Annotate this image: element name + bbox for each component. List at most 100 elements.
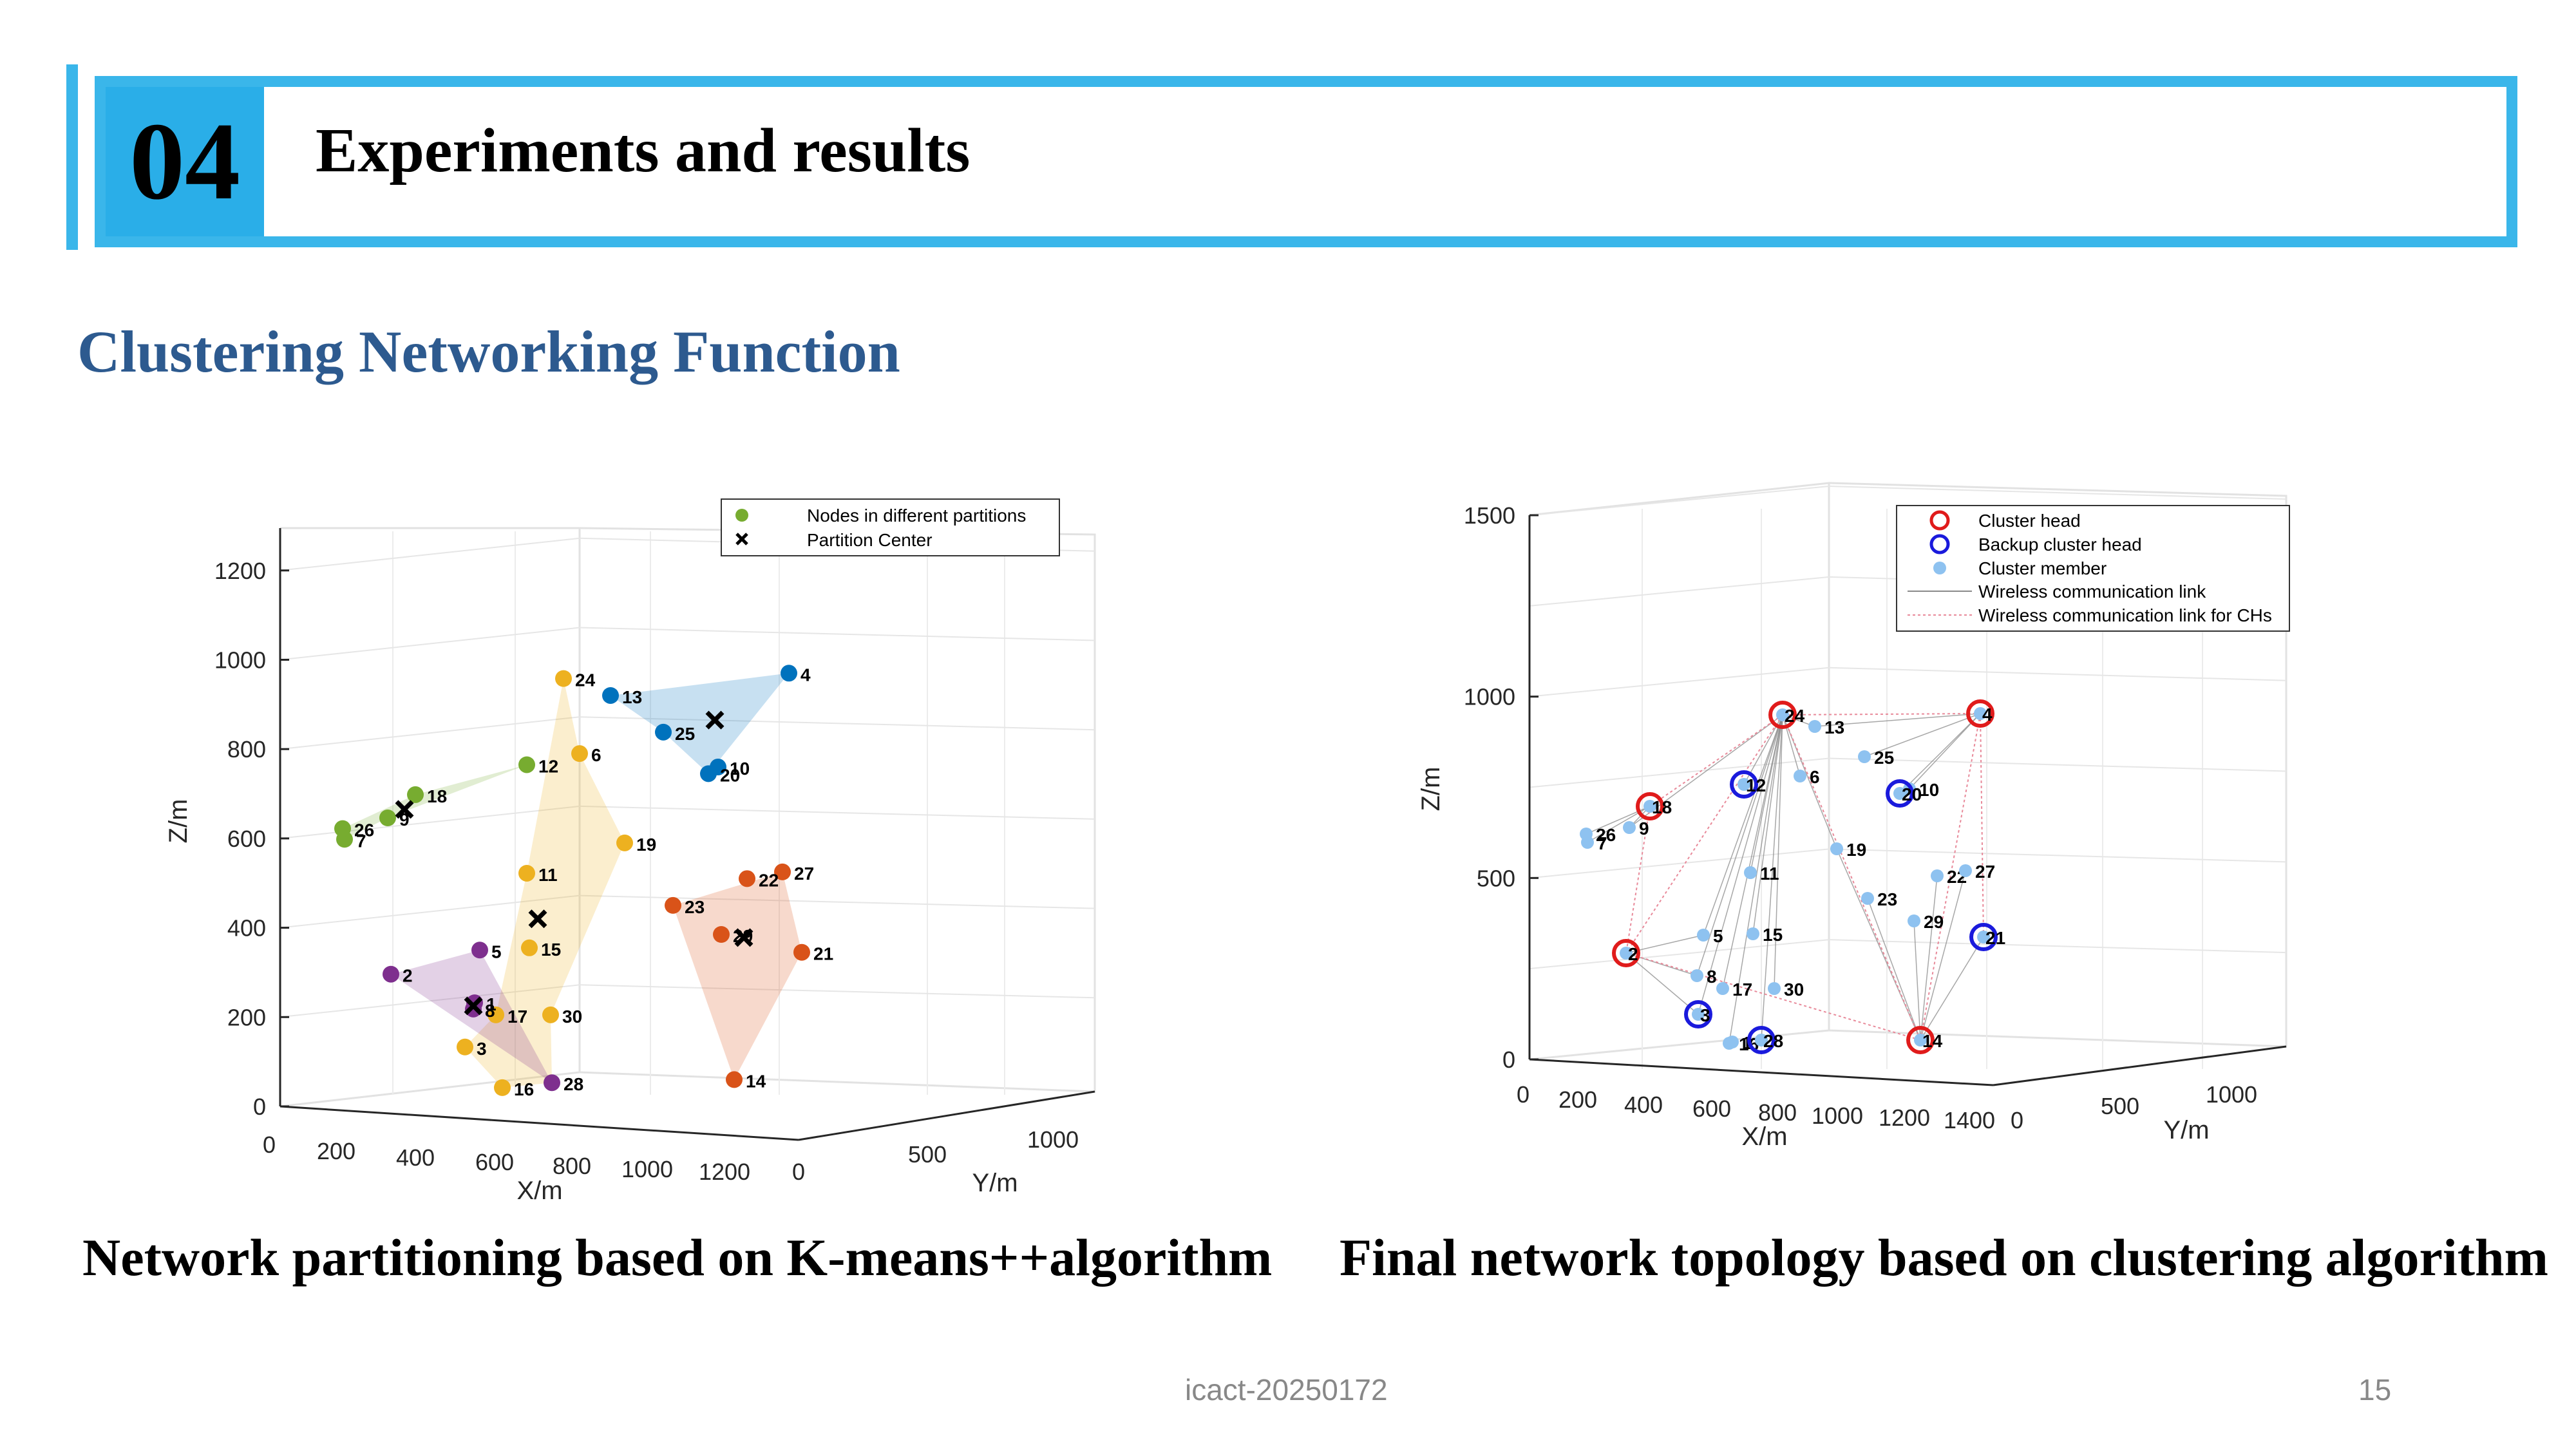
grid-line-z-right-400 bbox=[579, 895, 1095, 909]
z-tick-label: 1200 bbox=[214, 558, 266, 584]
node-label-4: 4 bbox=[1982, 705, 1993, 724]
node-marker-28 bbox=[544, 1074, 560, 1092]
backup-cluster-head-20 bbox=[1886, 779, 1914, 808]
ch-link-7 bbox=[1625, 952, 1921, 1041]
node-label-25: 25 bbox=[675, 724, 695, 744]
legend-marker-cluster-head bbox=[1929, 510, 1950, 531]
node-marker-6 bbox=[571, 745, 588, 762]
legend-label-cluster-head: Cluster head bbox=[1978, 511, 2081, 531]
x-tick-label: 1200 bbox=[699, 1159, 750, 1185]
wireless-link-19 bbox=[1920, 875, 1938, 1041]
cluster-head-2 bbox=[1612, 939, 1640, 967]
node-label-10: 10 bbox=[730, 759, 750, 779]
node-label-2: 2 bbox=[1628, 944, 1638, 964]
back-wall-left bbox=[1529, 482, 1830, 1061]
node-label-7: 7 bbox=[1597, 833, 1607, 853]
legend-label-ch-link: Wireless communication link for CHs bbox=[1978, 605, 2272, 625]
y-axis-line bbox=[1993, 1045, 2287, 1086]
node-marker-23 bbox=[665, 896, 681, 914]
node-label-29: 29 bbox=[1924, 912, 1944, 932]
z-tick-label: 1000 bbox=[1464, 684, 1515, 710]
ch-link-6 bbox=[1980, 713, 1984, 938]
node-label-5: 5 bbox=[1713, 926, 1723, 946]
x-tick-label: 0 bbox=[263, 1132, 276, 1158]
head-node-dot-24 bbox=[1776, 708, 1789, 721]
partition-center-marker-2 bbox=[705, 710, 724, 730]
x-tick-label: 200 bbox=[317, 1138, 355, 1164]
node-label-19: 19 bbox=[1846, 840, 1866, 860]
node-marker-2 bbox=[383, 965, 399, 983]
grid-line-z-left-1250 bbox=[1529, 576, 1830, 607]
wireless-link-22 bbox=[1920, 936, 1984, 1041]
node-marker-16 bbox=[494, 1079, 511, 1096]
node-label-24: 24 bbox=[1785, 706, 1805, 726]
node-label-20: 20 bbox=[720, 765, 740, 785]
backup-node-dot-20 bbox=[1893, 787, 1906, 800]
node-marker-11 bbox=[518, 864, 535, 882]
wireless-link-18 bbox=[1867, 898, 1921, 1041]
member-node-1 bbox=[1726, 1036, 1739, 1048]
node-label-14: 14 bbox=[1922, 1031, 1943, 1051]
legend-marker-backup bbox=[1929, 534, 1950, 554]
member-node-23 bbox=[1861, 892, 1874, 905]
node-label-15: 15 bbox=[1763, 925, 1783, 945]
x-axis-line bbox=[279, 1105, 799, 1141]
wireless-link-14 bbox=[1814, 713, 1981, 727]
node-marker-9 bbox=[379, 809, 396, 826]
node-label-18: 18 bbox=[427, 786, 447, 806]
x-axis-line bbox=[1529, 1058, 1994, 1086]
grid-line-z-left-200 bbox=[279, 984, 580, 1018]
caption-right: Final network topology based on clusteri… bbox=[1340, 1228, 2548, 1287]
member-node-8 bbox=[1690, 969, 1703, 982]
node-label-21: 21 bbox=[813, 944, 833, 964]
node-label-20: 20 bbox=[1902, 784, 1922, 804]
node-label-12: 12 bbox=[538, 756, 558, 776]
z-tick-label: 600 bbox=[227, 826, 266, 852]
node-label-22: 22 bbox=[759, 870, 779, 890]
legend-marker-center bbox=[735, 533, 748, 545]
wireless-link-8 bbox=[1698, 714, 1783, 1015]
y-axis-label: Y/m bbox=[2163, 1116, 2209, 1144]
z-tick-label: 200 bbox=[227, 1004, 266, 1030]
x-axis-label: X/m bbox=[516, 1177, 562, 1205]
z-tick-label: 800 bbox=[227, 736, 266, 762]
node-label-27: 27 bbox=[1975, 862, 1995, 882]
wireless-link-7 bbox=[1728, 714, 1783, 1044]
node-label-3: 3 bbox=[1700, 1005, 1710, 1025]
node-marker-29 bbox=[713, 926, 730, 943]
cluster-head-24 bbox=[1768, 701, 1797, 729]
ch-link-4 bbox=[1920, 713, 1981, 1041]
member-node-7 bbox=[1581, 836, 1594, 849]
grid-line-z-right-1000 bbox=[579, 627, 1095, 641]
member-node-6 bbox=[1794, 770, 1806, 782]
head-node-dot-4 bbox=[1974, 707, 1987, 720]
page-title: Experiments and results bbox=[316, 116, 971, 185]
legend-box bbox=[721, 498, 1060, 556]
y-tick-label: 0 bbox=[2011, 1107, 2023, 1133]
wireless-link-21 bbox=[1920, 870, 1966, 1041]
backup-cluster-head-12 bbox=[1730, 770, 1758, 799]
node-label-17: 17 bbox=[1732, 980, 1752, 999]
wireless-link-9 bbox=[1761, 714, 1783, 1041]
node-label-13: 13 bbox=[622, 687, 642, 707]
node-label-16: 16 bbox=[514, 1079, 534, 1099]
partition-center-marker-3 bbox=[734, 928, 753, 947]
node-marker-12 bbox=[518, 756, 535, 773]
node-label-7: 7 bbox=[356, 831, 366, 851]
grid-line-z-left-500 bbox=[1529, 848, 1830, 879]
x-tick-label: 1000 bbox=[1812, 1103, 1863, 1129]
node-label-24: 24 bbox=[575, 670, 596, 690]
node-marker-25 bbox=[655, 723, 672, 741]
z-axis-label: Z/m bbox=[164, 799, 193, 844]
section-number: 04 bbox=[129, 100, 240, 223]
grid-line-z-right-200 bbox=[579, 984, 1095, 999]
x-tick-label: 1400 bbox=[1944, 1107, 1995, 1133]
node-label-25: 25 bbox=[1874, 748, 1894, 768]
back-wall-left bbox=[279, 527, 581, 1108]
wireless-link-5 bbox=[1722, 714, 1783, 989]
node-marker-5 bbox=[471, 942, 488, 959]
y-tick-label: 0 bbox=[792, 1159, 805, 1185]
footer-id: icact-20250172 bbox=[1185, 1373, 1388, 1406]
x-tick-label: 1000 bbox=[621, 1156, 673, 1182]
node-marker-18 bbox=[407, 786, 424, 803]
